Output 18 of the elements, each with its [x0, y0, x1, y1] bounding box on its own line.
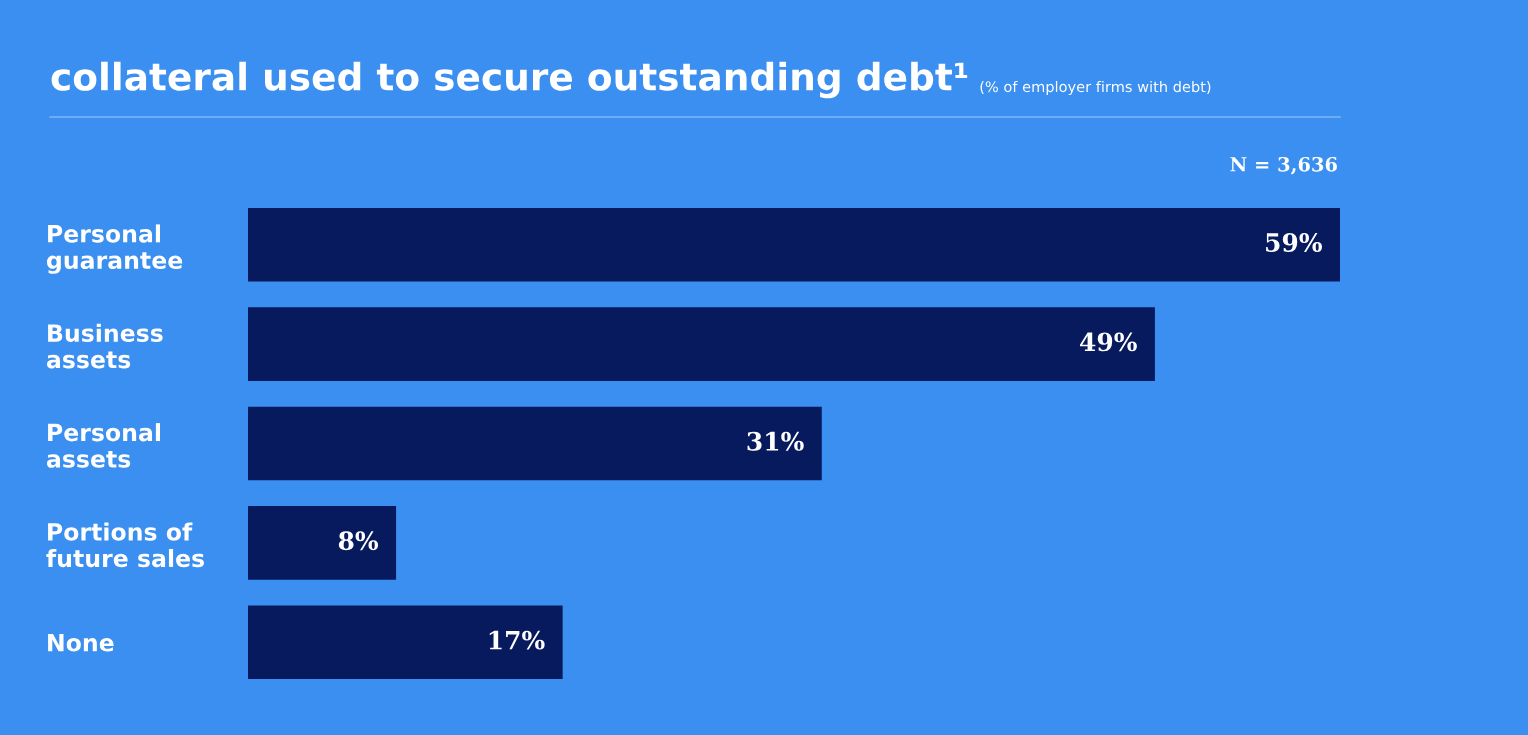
y-tick-label: None: [48, 634, 114, 652]
data-label: 49%: [1079, 332, 1137, 352]
bar: [248, 605, 563, 680]
text: N = 3,636: [1230, 156, 1337, 175]
chart-title: collateral used to secure outstanding debt¹: [51, 61, 968, 99]
bar: [248, 307, 1155, 381]
y-tick-label: Personal assets: [46, 423, 161, 468]
data-label: 59%: [1266, 233, 1322, 252]
y-tick-label: Business assets: [46, 323, 163, 369]
data-label: 17%: [489, 630, 545, 650]
data-label: 31%: [747, 431, 804, 451]
y-tick-label: Personal guarantee: [46, 224, 183, 274]
bar: [248, 406, 822, 481]
y-tick-label: Portions of future sales: [46, 522, 204, 568]
bar: [248, 506, 397, 580]
bar: [248, 207, 1340, 282]
data-label: 8%: [338, 531, 379, 551]
chart-subtitle: (% of employer firms with debt): [980, 80, 1211, 96]
